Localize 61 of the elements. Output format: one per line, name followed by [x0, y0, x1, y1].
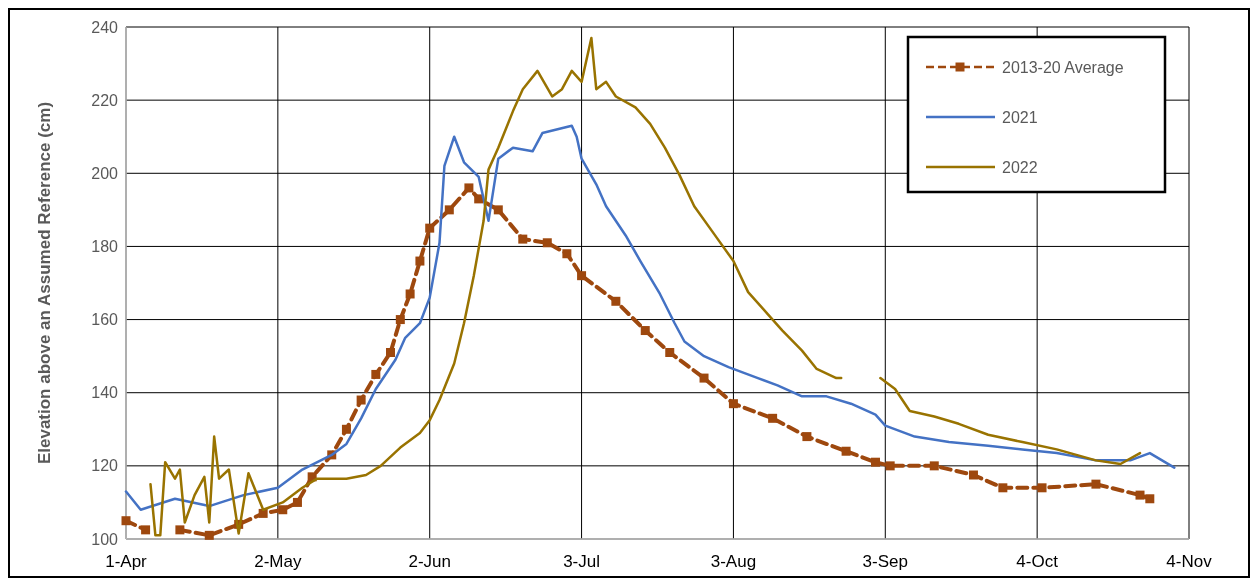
legend-label: 2021 — [1002, 108, 1038, 126]
y-tick-label: 120 — [91, 457, 119, 475]
point — [640, 326, 650, 336]
point — [577, 271, 587, 281]
point — [841, 446, 851, 456]
point — [415, 256, 425, 266]
point — [258, 508, 268, 518]
point — [474, 194, 484, 204]
point — [1091, 479, 1101, 489]
point — [356, 395, 366, 405]
point — [341, 424, 351, 434]
point — [292, 497, 302, 507]
x-tick-label: 3-Aug — [710, 552, 757, 571]
legend-label: 2022 — [1002, 158, 1038, 176]
x-tick-label: 2-Jun — [408, 552, 451, 571]
y-tick-label: 160 — [91, 311, 119, 329]
point — [395, 315, 405, 325]
y-tick-label: 240 — [91, 18, 119, 36]
x-tick-label: 3-Jul — [563, 552, 600, 571]
point — [885, 461, 895, 471]
point — [464, 183, 474, 193]
point — [204, 530, 214, 540]
y-axis-title: Elevation above an Assumed Reference (cm) — [35, 101, 54, 465]
point — [562, 249, 572, 259]
y-tick-label: 200 — [91, 164, 119, 182]
point — [278, 505, 288, 515]
point — [728, 399, 738, 409]
x-tick-label: 4-Oct — [1016, 552, 1059, 571]
point — [699, 373, 709, 383]
point — [1135, 490, 1145, 500]
y-tick-label: 220 — [91, 91, 119, 109]
point — [121, 516, 131, 526]
point — [929, 461, 939, 471]
point — [425, 223, 435, 233]
y-tick-label: 180 — [91, 238, 119, 256]
point — [444, 205, 454, 215]
point — [493, 205, 503, 215]
point — [371, 369, 381, 379]
point — [1037, 483, 1047, 493]
point — [518, 234, 528, 244]
legend-label: 2013-20 Average — [1002, 58, 1124, 76]
line-series — [124, 124, 1176, 511]
y-tick-label: 140 — [91, 384, 119, 402]
x-tick-label: 2-May — [254, 552, 302, 571]
point — [386, 347, 396, 357]
x-tick-label: 4-Nov — [1166, 552, 1213, 571]
point — [870, 457, 880, 467]
point — [405, 289, 415, 299]
point — [175, 525, 185, 535]
point — [611, 296, 621, 306]
point — [665, 347, 675, 357]
y-tick-label: 100 — [91, 530, 119, 548]
point — [968, 470, 978, 480]
point — [1145, 494, 1155, 504]
x-tick-label: 1-Apr — [105, 552, 148, 571]
point — [768, 413, 778, 423]
point — [141, 525, 151, 535]
x-tick-label: 3-Sep — [862, 552, 908, 571]
point — [542, 238, 552, 248]
point — [998, 483, 1008, 493]
point — [802, 432, 812, 442]
